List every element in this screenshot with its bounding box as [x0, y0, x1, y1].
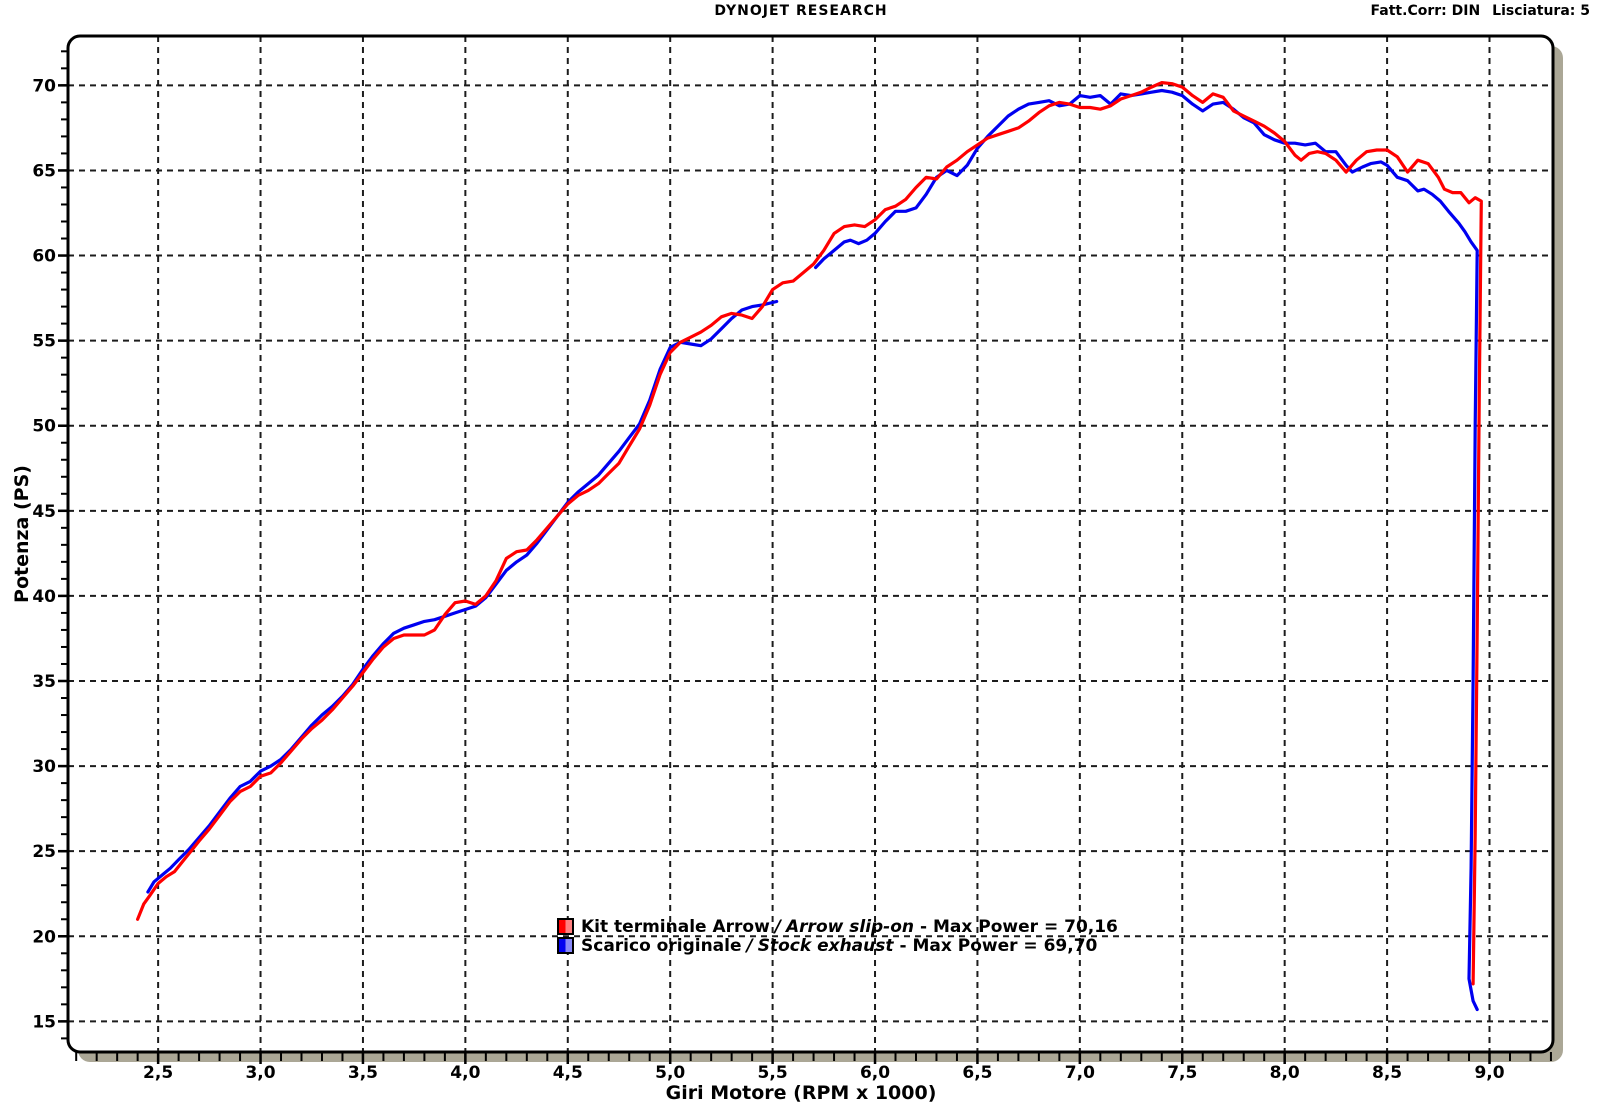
arrow-power-curve	[136, 80, 1483, 986]
x-tick-label: 4,5	[553, 1063, 583, 1083]
x-tick-label: 6,5	[962, 1063, 992, 1083]
legend-label-arrow: Kit terminale Arrow	[581, 916, 770, 937]
y-tick-label: 25	[32, 842, 56, 862]
tick-labels: 2,5 3,0 3,5 4,0 4,5 5,0 5,5 6,0 6,5 7,0 7,5 8,0 8,5 9…	[32, 76, 1504, 1083]
legend-label-stock: Scarico originale	[581, 935, 742, 956]
x-tick-label: 8,5	[1372, 1063, 1402, 1083]
y-tick-label: 45	[32, 502, 56, 522]
legend-swatch-arrow	[557, 918, 574, 935]
y-tick-label: 15	[32, 1012, 56, 1032]
header-right: Fatt.Corr: DIN Lisciatura: 5	[1371, 3, 1590, 19]
x-tick-label: 5,0	[655, 1063, 685, 1083]
legend-row-stock: Scarico originale / Stock exhaust - Max …	[557, 935, 1118, 956]
legend-label-stock-alt: Stock exhaust	[757, 935, 894, 956]
y-tick-label: 30	[32, 757, 56, 777]
legend: Kit terminale Arrow / Arrow slip-on - Ma…	[557, 916, 1118, 956]
chart-title: DYNOJET RESEARCH	[714, 3, 888, 19]
legend-label-arrow-alt: Arrow slip-on	[786, 916, 915, 937]
x-tick-label: 7,5	[1167, 1063, 1197, 1083]
legend-separator: /	[774, 916, 782, 937]
y-tick-label: 60	[32, 247, 56, 267]
smoothing-label: Lisciatura: 5	[1492, 3, 1590, 19]
y-tick-label: 50	[32, 417, 56, 437]
x-tick-label: 9,0	[1474, 1063, 1504, 1083]
major-ticks	[58, 84, 1491, 1064]
x-axis-title: Giri Motore (RPM x 1000)	[665, 1082, 937, 1104]
legend-maxpower-arrow: - Max Power = 70,16	[920, 916, 1118, 937]
y-tick-label: 35	[32, 672, 56, 692]
x-tick-label: 5,5	[758, 1063, 788, 1083]
grid	[68, 36, 1553, 1052]
x-tick-label: 8,0	[1270, 1063, 1300, 1083]
x-tick-label: 2,5	[143, 1063, 173, 1083]
stock-power-curve	[146, 299, 779, 894]
legend-swatch-stock	[557, 937, 574, 954]
correction-factor-label: Fatt.Corr: DIN	[1370, 3, 1481, 19]
x-tick-label: 7,0	[1065, 1063, 1095, 1083]
stock-power-curve	[813, 88, 1479, 1012]
x-tick-label: 4,0	[450, 1063, 480, 1083]
plot-frame	[66, 34, 1555, 1054]
y-tick-label: 55	[32, 332, 56, 352]
x-tick-label: 6,0	[860, 1063, 890, 1083]
y-axis-title: Potenza (PS)	[11, 465, 33, 603]
y-tick-label: 70	[32, 76, 56, 96]
plot-area	[68, 36, 1553, 1052]
y-tick-label: 65	[32, 161, 56, 181]
legend-separator: /	[746, 935, 753, 956]
legend-row-arrow: Kit terminale Arrow / Arrow slip-on - Ma…	[557, 916, 1118, 937]
y-tick-label: 20	[32, 927, 56, 947]
y-tick-label: 40	[32, 587, 56, 607]
x-tick-label: 3,5	[348, 1063, 378, 1083]
x-tick-label: 3,0	[245, 1063, 275, 1083]
legend-maxpower-stock: - Max Power = 69,70	[899, 935, 1098, 956]
